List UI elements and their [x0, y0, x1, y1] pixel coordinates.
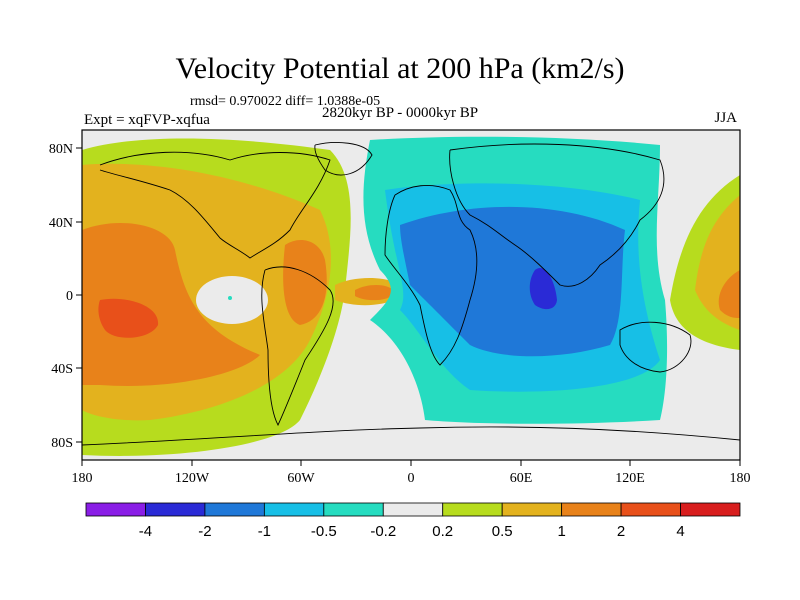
west-pacific-strong-positive	[718, 270, 740, 318]
colorbar-label-8: 2	[617, 523, 625, 540]
colorbar-label-1: -2	[198, 523, 211, 540]
indian-core-negative	[529, 268, 557, 310]
east-pacific-neutral	[196, 276, 268, 324]
colorbar-label-5: 0.2	[432, 523, 453, 540]
asia-coast	[449, 143, 665, 287]
y-tick-label-0: 0	[66, 289, 73, 304]
colorbar-swatch-0	[85, 502, 146, 517]
pacific-max-positive	[98, 298, 159, 338]
colorbar-swatch-8	[561, 502, 622, 517]
colorbar-label-9: 4	[676, 523, 684, 540]
pacific-strong-positive	[82, 222, 260, 386]
x-tick-label-0: 0	[408, 471, 415, 486]
europe-africa-coast	[384, 184, 478, 366]
colorbar-label-7: 1	[557, 523, 565, 540]
greenland-coast	[314, 142, 373, 176]
season-label: JJA	[714, 110, 737, 126]
antarctica-coast	[82, 426, 740, 446]
x-tick-label-180e: 180	[730, 471, 751, 486]
colorbar-swatch-5	[382, 502, 444, 517]
x-tick-label-180w: 180	[72, 471, 93, 486]
axis-ticks	[76, 147, 741, 466]
coastlines	[82, 142, 740, 446]
colorbar: -4 -2 -1 -0.5 -0.2 0.2 0.5 1 2 4	[85, 502, 741, 540]
colorbar-swatch-3	[263, 502, 325, 517]
colorbar-swatch-4	[323, 502, 384, 517]
y-tick-label-40s: 40S	[51, 362, 73, 377]
colorbar-swatch-9	[620, 502, 681, 517]
australia-coast	[619, 321, 692, 373]
experiment-label: Expt = xqFVP-xqfua	[84, 112, 210, 128]
colorbar-swatch-6	[442, 502, 503, 517]
stats-label: rmsd= 0.970022 diff= 1.0388e-05	[190, 94, 381, 109]
colorbar-label-2: -1	[258, 523, 271, 540]
colorbar-swatch-2	[204, 502, 265, 517]
indian-strong-negative	[400, 206, 625, 357]
colorbar-swatch-10	[680, 502, 741, 517]
colorbar-label-4: -0.2	[370, 523, 396, 540]
colorbar-label-3: -0.5	[311, 523, 337, 540]
north-america-coast	[99, 151, 331, 259]
south-america-coast	[261, 266, 334, 427]
contour-field	[82, 130, 740, 460]
period-label: 2820kyr BP - 0000kyr BP	[322, 105, 479, 121]
y-tick-label-80n: 80N	[49, 142, 73, 157]
colorbar-swatch-7	[501, 502, 563, 517]
colorbar-swatch-1	[145, 502, 206, 517]
east-pacific-min-dot	[228, 296, 232, 300]
y-tick-label-80s: 80S	[51, 436, 73, 451]
x-tick-label-120e: 120E	[615, 471, 645, 486]
atlantic-strong-positive	[355, 284, 395, 301]
colorbar-label-6: 0.5	[492, 523, 513, 540]
x-tick-label-120w: 120W	[175, 471, 210, 486]
chart-title: Velocity Potential at 200 hPa (km2/s)	[175, 52, 625, 85]
x-tick-label-60e: 60E	[510, 471, 533, 486]
x-tick-label-60w: 60W	[287, 471, 315, 486]
pacific-strong-positive-2	[283, 240, 327, 325]
colorbar-label-0: -4	[139, 523, 152, 540]
y-tick-label-40n: 40N	[49, 216, 73, 231]
